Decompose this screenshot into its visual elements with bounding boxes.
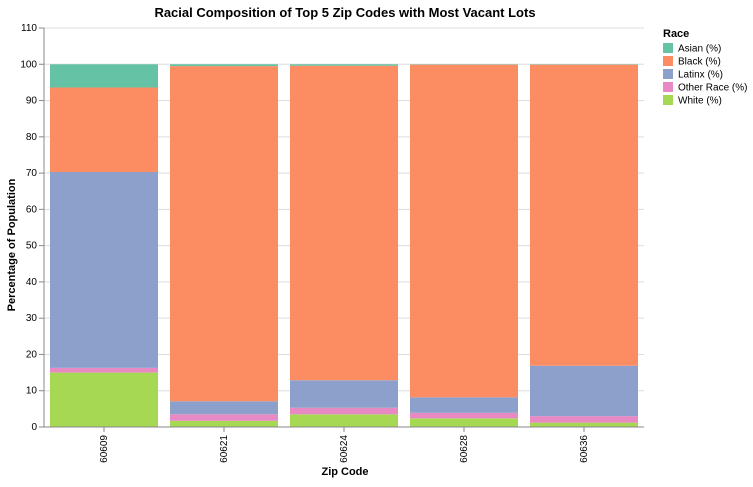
bars [50, 64, 638, 427]
y-tick-label: 110 [21, 23, 37, 34]
x-tick-label: 60628 [459, 435, 470, 463]
y-tick-label: 20 [26, 349, 38, 360]
bar-segment [290, 414, 398, 427]
legend-label: Other Race (%) [678, 83, 747, 94]
y-tick-label: 30 [26, 313, 38, 324]
bar-segment [530, 65, 638, 366]
bar-segment [170, 64, 278, 66]
bar-segment [170, 421, 278, 427]
legend-label: Black (%) [678, 57, 721, 68]
legend-label: White (%) [678, 96, 722, 107]
y-tick-label: 50 [26, 241, 38, 252]
bar-segment [290, 64, 398, 65]
x-tick-label: 60636 [579, 435, 590, 463]
chart-title: Racial Composition of Top 5 Zip Codes wi… [154, 5, 535, 20]
bar-segment [530, 423, 638, 427]
bar-segment [410, 65, 518, 398]
bar-segment [170, 414, 278, 421]
bar-segment [50, 87, 158, 172]
bar-segment [290, 408, 398, 415]
y-axis-title: Percentage of Population [6, 178, 18, 311]
y-tick-label: 10 [26, 386, 38, 397]
bar-segment [530, 416, 638, 423]
x-tick-label: 60609 [99, 435, 110, 463]
bar-segment [530, 366, 638, 416]
legend-swatch [663, 69, 673, 79]
bar-segment [50, 172, 158, 368]
bar-segment [290, 380, 398, 408]
x-tick-label: 60624 [339, 435, 350, 463]
bar-segment [50, 64, 158, 87]
legend-label: Latinx (%) [678, 70, 723, 81]
legend-swatch [663, 95, 673, 105]
bar-segment [50, 368, 158, 373]
x-tick-label: 60621 [219, 435, 230, 463]
y-tick-label: 60 [26, 204, 38, 215]
legend-swatch [663, 56, 673, 66]
bar-segment [170, 66, 278, 401]
legend-title: Race [663, 28, 689, 40]
bar-segment [410, 397, 518, 413]
legend-swatch [663, 82, 673, 92]
y-tick-label: 80 [26, 132, 38, 143]
y-tick-label: 100 [20, 59, 37, 70]
y-tick-label: 40 [26, 277, 38, 288]
x-axis-title: Zip Code [321, 466, 368, 478]
bar-segment [170, 401, 278, 414]
y-tick-label: 90 [26, 96, 38, 107]
legend-label: Asian (%) [678, 44, 721, 55]
legend: Race Asian (%) Black (%) Latinx (%) Other R… [663, 28, 747, 107]
y-tick-label: 70 [26, 168, 38, 179]
y-tick-label: 0 [31, 422, 37, 433]
bar-segment [410, 418, 518, 427]
bar-segment [410, 413, 518, 418]
bar-segment [290, 66, 398, 380]
legend-swatch [663, 43, 673, 53]
bar-segment [50, 373, 158, 427]
